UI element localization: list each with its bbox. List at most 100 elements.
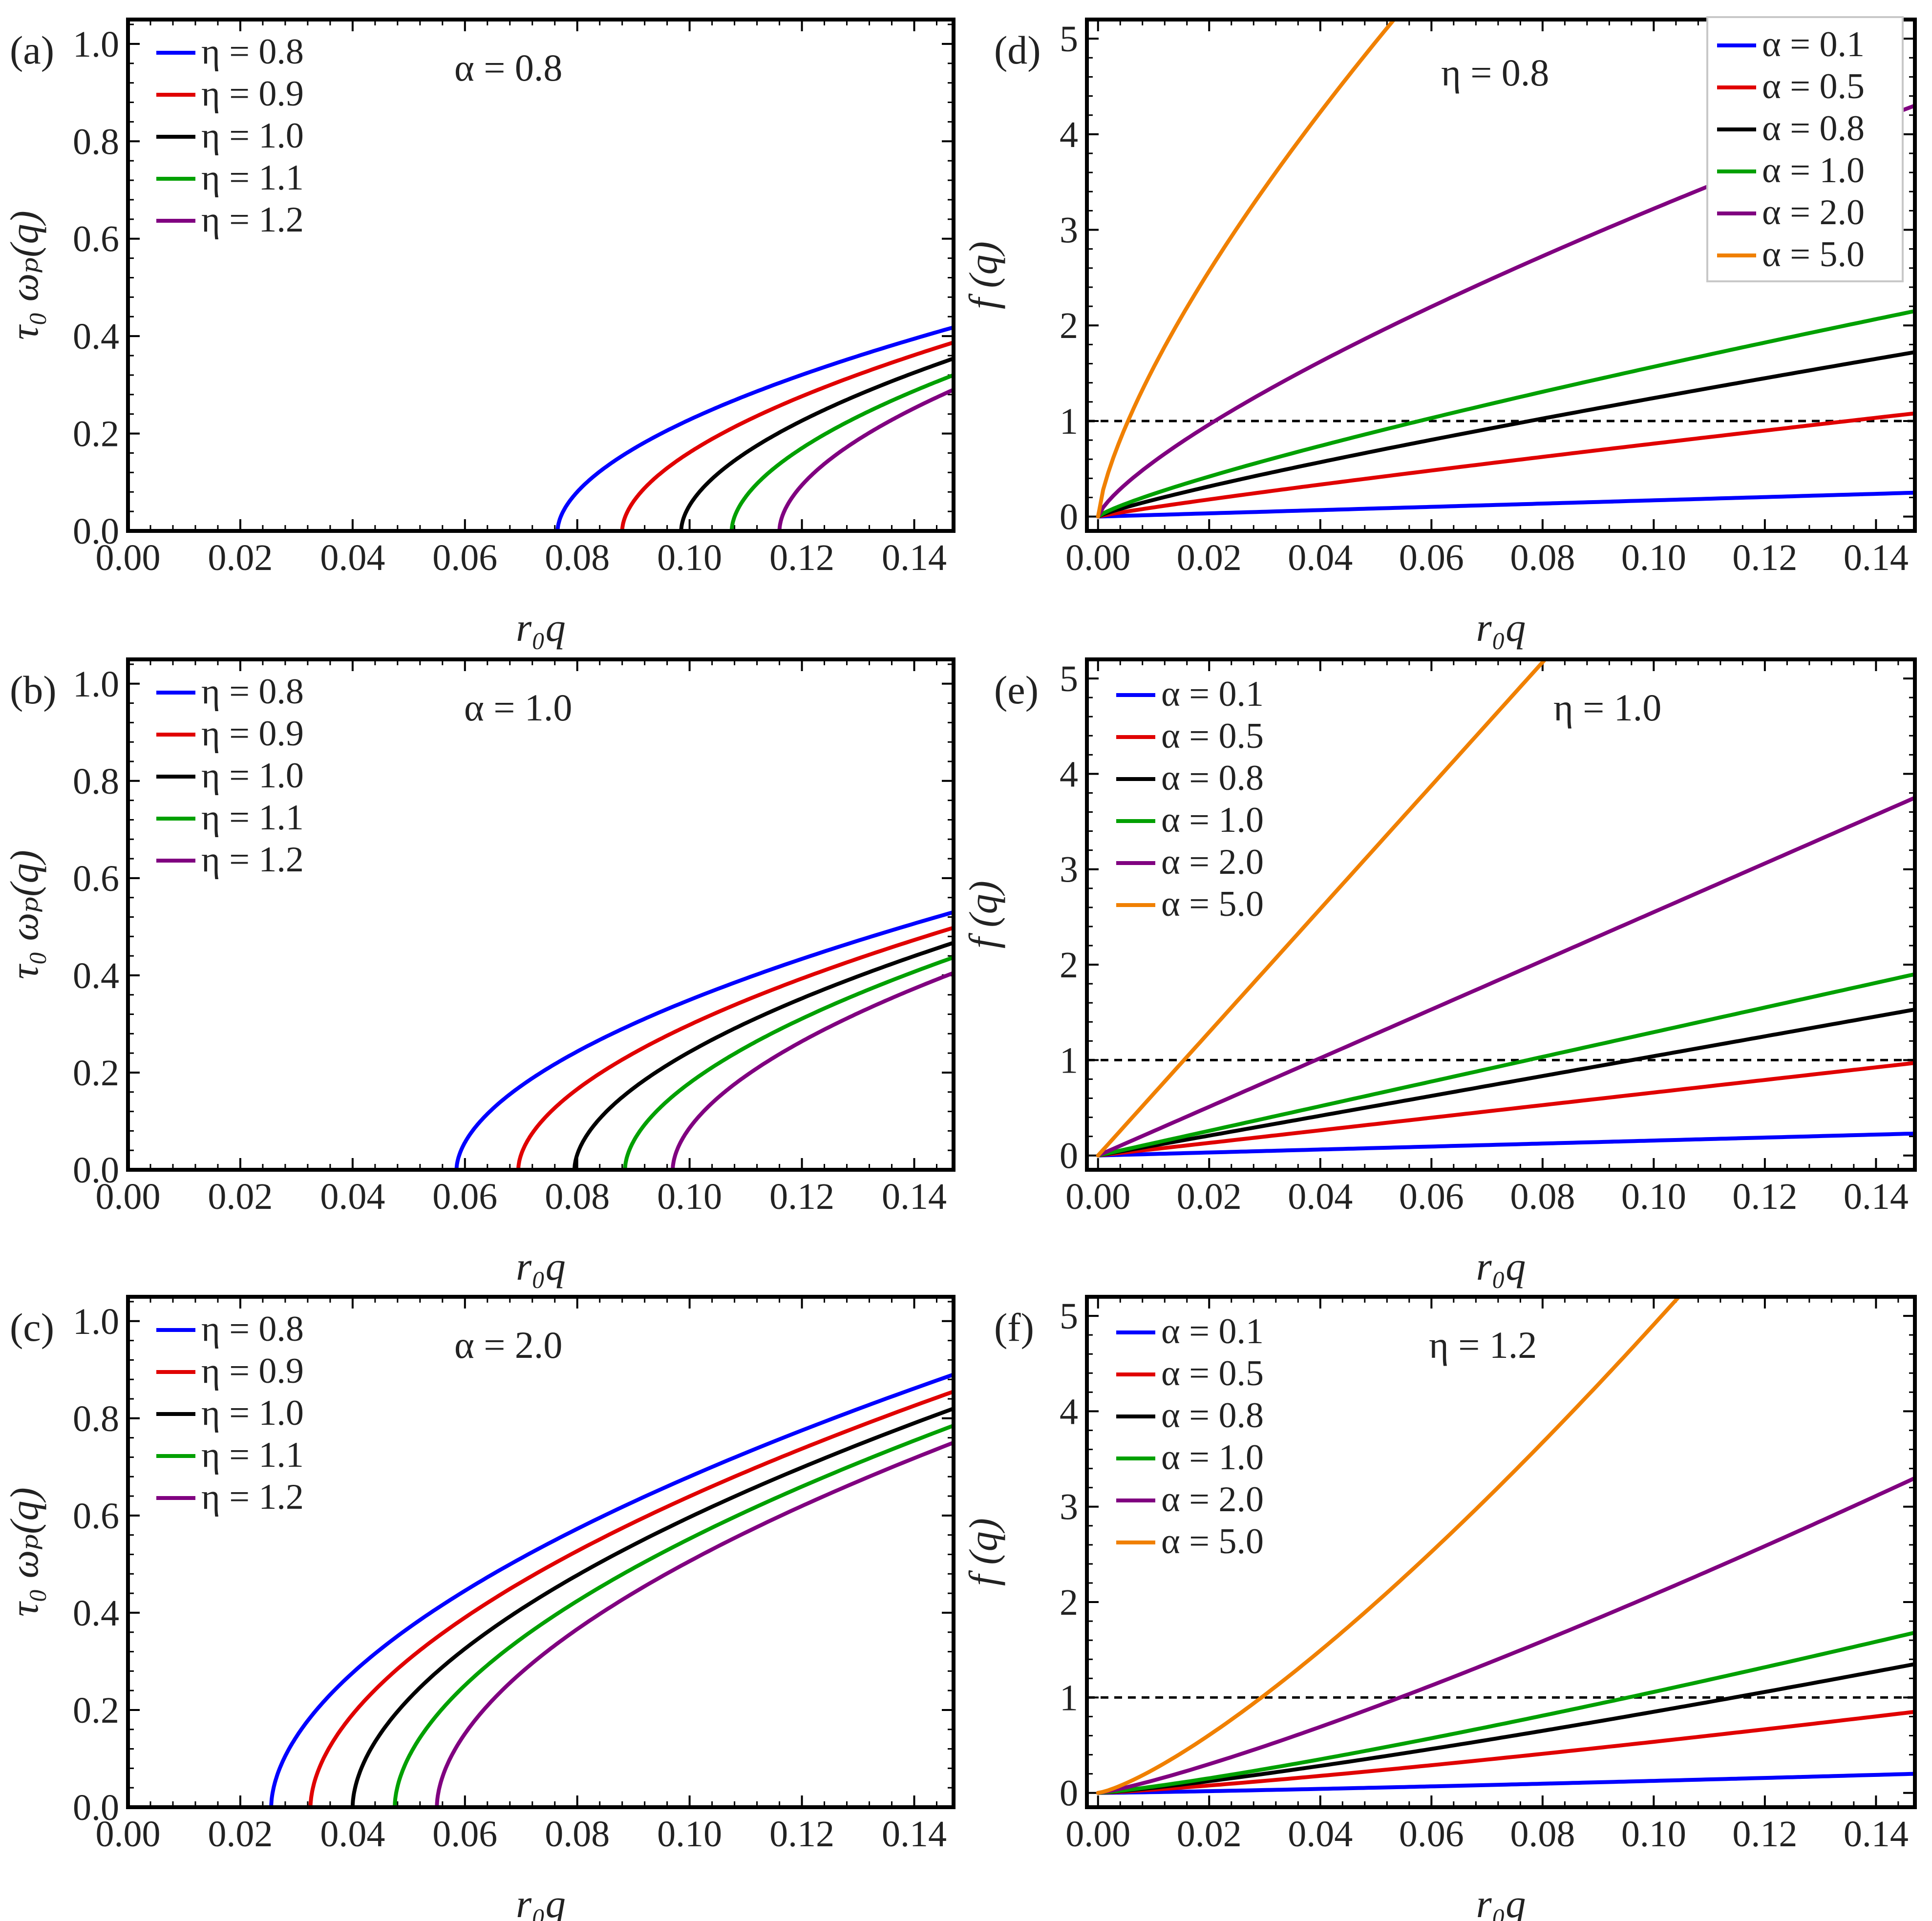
series-line-1: [128, 340, 954, 531]
series-line-2: [1096, 350, 1915, 519]
x-tick-label: 0.12: [769, 537, 834, 578]
x-axis-label: r₀q: [1476, 1244, 1526, 1288]
legend-entry: α = 5.0: [1762, 234, 1865, 274]
y-tick-label: 0.8: [73, 761, 119, 802]
x-tick-label: 0.14: [882, 1176, 947, 1217]
x-tick-label: 0.02: [1177, 1814, 1242, 1855]
x-tick-label: 0.04: [320, 537, 385, 578]
legend-entry: α = 5.0: [1161, 1521, 1264, 1562]
legend-entry: η = 1.1: [201, 1435, 304, 1475]
y-tick-label: 2: [1060, 945, 1078, 986]
legend-entry: α = 0.8: [1161, 758, 1264, 798]
x-tick-label: 0.14: [1844, 537, 1909, 578]
panel-c: 0.00 0.02 0.04 0.06 0.08 0.10 0.12 0.14 0.0 0.2 0.…: [2, 1295, 955, 1921]
legend-entry: α = 2.0: [1161, 842, 1264, 882]
panel-label: (c): [10, 1305, 54, 1350]
series-group: [128, 910, 954, 1170]
legend-entry: η = 1.0: [201, 1393, 304, 1433]
series-line-2: [128, 941, 954, 1170]
panel-label: (f): [994, 1305, 1034, 1350]
legend-entry: α = 0.1: [1762, 24, 1865, 64]
x-tick-label: 0.10: [657, 1814, 722, 1855]
x-tick-label: 0.06: [432, 537, 497, 578]
y-tick-label: 1.0: [73, 24, 119, 65]
y-axis-label: τ₀ ωₚ(q): [2, 1487, 46, 1617]
x-tick-label: 0.10: [1621, 537, 1686, 578]
legend-entry: α = 0.1: [1161, 674, 1264, 714]
x-tick-label: 0.14: [1844, 1176, 1909, 1217]
legend-entry: η = 0.8: [201, 672, 304, 712]
x-tick-label: 0.12: [1732, 1814, 1797, 1855]
x-tick-label: 0.04: [1288, 1814, 1353, 1855]
y-tick-label: 1: [1060, 1677, 1078, 1718]
panel-label: (a): [10, 28, 54, 72]
x-tick-label: 0.06: [432, 1176, 497, 1217]
panel-annotation: η = 0.8: [1441, 51, 1549, 94]
series-line-5: [1096, 1297, 1682, 1795]
panel-label: (e): [994, 668, 1039, 712]
y-tick-label: 1: [1060, 401, 1078, 442]
x-tick-label: 0.14: [1844, 1814, 1909, 1855]
panel-label: (d): [994, 28, 1041, 72]
x-tick-label: 0.12: [769, 1814, 834, 1855]
series-line-3: [1096, 972, 1915, 1158]
x-axis-label: r₀q: [516, 1244, 565, 1288]
y-tick-label: 0.4: [73, 1593, 119, 1634]
x-tick-label: 0.00: [96, 537, 161, 578]
legend-box: [1706, 16, 1904, 282]
legend-entry: η = 1.2: [201, 200, 304, 240]
x-tick-label: 0.00: [96, 1176, 161, 1217]
series-line-4: [1096, 1476, 1915, 1795]
x-tick-label: 0.12: [769, 1176, 834, 1217]
x-tick-label: 0.02: [1177, 537, 1242, 578]
x-tick-label: 0.02: [1177, 1176, 1242, 1217]
series-line-1: [128, 926, 954, 1170]
series-line-3: [128, 373, 954, 531]
y-tick-label: 0.0: [73, 1787, 119, 1828]
series-line-2: [1096, 1007, 1915, 1158]
series-line-0: [128, 910, 954, 1170]
y-tick-label: 3: [1060, 1487, 1078, 1528]
legend-entry: α = 1.0: [1762, 150, 1865, 190]
y-axis-label: τ₀ ωₚ(q): [2, 211, 46, 340]
x-tick-label: 0.14: [882, 1814, 947, 1855]
series-line-0: [1096, 1131, 1915, 1158]
x-tick-label: 0.02: [208, 1176, 273, 1217]
x-tick-label: 0.06: [432, 1814, 497, 1855]
y-tick-label: 0.8: [73, 121, 119, 162]
y-tick-label: 0: [1060, 1136, 1078, 1177]
x-tick-label: 0.08: [1510, 1814, 1575, 1855]
y-tick-label: 1.0: [73, 1301, 119, 1342]
legend-entry: η = 0.9: [201, 714, 304, 754]
y-tick-label: 0.8: [73, 1398, 119, 1439]
legend-entry: α = 0.8: [1762, 108, 1865, 148]
series-line-2: [1096, 1662, 1915, 1795]
y-tick-label: 2: [1060, 305, 1078, 346]
series-line-1: [1096, 1061, 1915, 1158]
series-line-4: [128, 971, 954, 1170]
x-tick-label: 0.10: [657, 1176, 722, 1217]
legend-entry: α = 1.0: [1161, 800, 1264, 840]
panel-annotation: η = 1.0: [1553, 686, 1661, 729]
legend-entry: η = 1.0: [201, 756, 304, 796]
panel-label: (b): [10, 668, 57, 712]
y-tick-label: 0.4: [73, 955, 119, 996]
series-line-1: [128, 1390, 954, 1807]
plot-frame: [126, 657, 955, 1172]
y-tick-label: 0.0: [73, 1150, 119, 1191]
legend-entry: α = 0.1: [1161, 1311, 1264, 1351]
legend-entry: η = 0.9: [201, 74, 304, 114]
series-line-5: [1096, 659, 1548, 1158]
y-tick-label: 4: [1060, 1391, 1078, 1432]
y-tick-label: 0.2: [73, 1053, 119, 1094]
legend-entry: η = 0.8: [201, 32, 304, 72]
panel-a: 0.00 0.02 0.04 0.06 0.08 0.10 0.12 0.14 0.0 0.2 0.…: [2, 18, 955, 650]
legend: η = 0.8η = 0.9η = 1.0η = 1.1η = 1.2: [156, 32, 304, 240]
x-axis-label: r₀q: [516, 1881, 565, 1921]
y-tick-label: 0: [1060, 1773, 1078, 1814]
series-group: [1096, 1297, 1915, 1795]
x-tick-label: 0.00: [96, 1814, 161, 1855]
x-axis-label: r₀q: [516, 605, 565, 650]
panel-b: 0.00 0.02 0.04 0.06 0.08 0.10 0.12 0.14 0.0 0.2 0.…: [2, 657, 955, 1288]
